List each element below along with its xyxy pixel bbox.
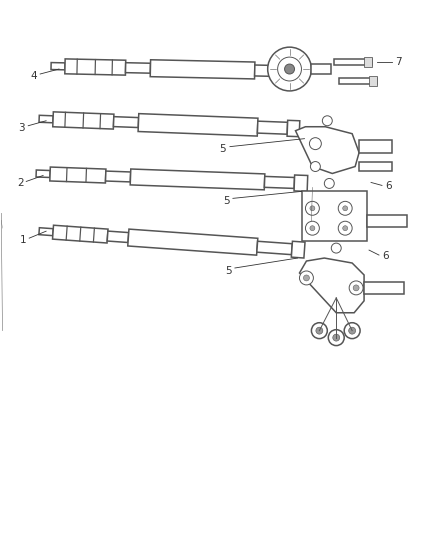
Circle shape	[324, 179, 334, 188]
Polygon shape	[130, 169, 265, 190]
Polygon shape	[364, 282, 404, 294]
Polygon shape	[254, 65, 280, 77]
Polygon shape	[50, 167, 106, 183]
Circle shape	[333, 334, 340, 341]
Text: 7: 7	[396, 57, 402, 67]
Polygon shape	[311, 64, 331, 74]
Circle shape	[304, 275, 309, 281]
Polygon shape	[125, 63, 151, 73]
Circle shape	[349, 281, 363, 295]
Circle shape	[311, 322, 327, 338]
Polygon shape	[291, 241, 305, 258]
Text: 5: 5	[226, 266, 232, 276]
Bar	[303, 191, 367, 241]
Circle shape	[278, 57, 301, 81]
Text: 6: 6	[385, 181, 392, 191]
Polygon shape	[106, 171, 131, 182]
Circle shape	[305, 201, 319, 215]
Polygon shape	[150, 60, 255, 79]
Polygon shape	[113, 117, 139, 127]
Circle shape	[300, 271, 314, 285]
Polygon shape	[359, 140, 392, 153]
Circle shape	[322, 116, 332, 126]
Circle shape	[310, 206, 315, 211]
Bar	[369, 76, 377, 86]
Circle shape	[268, 47, 311, 91]
Text: 1: 1	[20, 235, 27, 245]
Circle shape	[305, 221, 319, 235]
Circle shape	[309, 138, 321, 150]
Text: 2: 2	[17, 179, 24, 189]
Polygon shape	[334, 59, 372, 65]
Polygon shape	[257, 241, 292, 255]
Polygon shape	[265, 176, 294, 189]
Circle shape	[338, 221, 352, 235]
Text: 3: 3	[18, 123, 25, 133]
Polygon shape	[367, 215, 407, 227]
Polygon shape	[39, 115, 53, 123]
Polygon shape	[65, 59, 126, 75]
Circle shape	[349, 327, 356, 334]
Circle shape	[343, 225, 348, 231]
Circle shape	[344, 322, 360, 338]
Bar	[364, 57, 372, 67]
Polygon shape	[258, 121, 288, 134]
Circle shape	[331, 243, 341, 253]
Polygon shape	[51, 62, 65, 70]
Circle shape	[311, 161, 320, 172]
Polygon shape	[53, 112, 114, 129]
Text: 5: 5	[220, 143, 226, 154]
Circle shape	[310, 225, 315, 231]
Text: 5: 5	[224, 196, 230, 206]
Circle shape	[338, 201, 352, 215]
Circle shape	[328, 330, 344, 345]
Polygon shape	[294, 175, 308, 191]
Polygon shape	[39, 228, 53, 236]
Circle shape	[343, 206, 348, 211]
Circle shape	[353, 285, 359, 291]
Polygon shape	[138, 114, 258, 136]
Polygon shape	[296, 127, 359, 173]
Polygon shape	[53, 225, 108, 243]
Polygon shape	[107, 231, 129, 243]
Polygon shape	[128, 229, 258, 255]
Circle shape	[316, 327, 323, 334]
Polygon shape	[36, 170, 50, 177]
Polygon shape	[287, 120, 300, 136]
Circle shape	[285, 64, 294, 74]
Polygon shape	[339, 78, 377, 84]
Text: 4: 4	[31, 71, 38, 81]
Polygon shape	[359, 161, 392, 172]
Polygon shape	[300, 258, 364, 313]
Text: 6: 6	[383, 251, 389, 261]
